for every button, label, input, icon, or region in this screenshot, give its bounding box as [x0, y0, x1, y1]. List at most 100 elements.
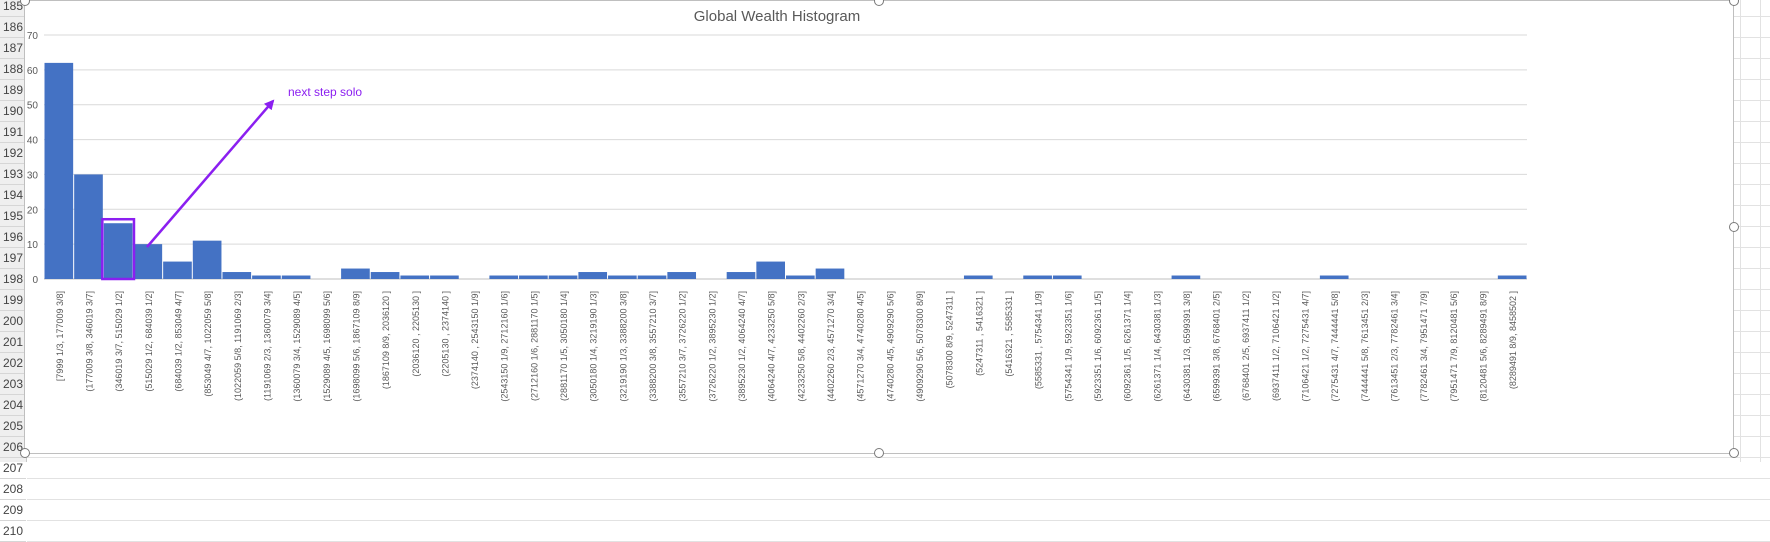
x-tick-label: (7106421 1/2, 7275431 4/7]: [1301, 291, 1311, 402]
annotation-text: next step solo: [288, 85, 362, 99]
row-number[interactable]: 209: [0, 500, 26, 521]
resize-handle-bottom-right[interactable]: [1729, 448, 1739, 458]
histogram-bar[interactable]: [163, 261, 192, 279]
x-tick-label: (7951471 7/9, 8120481 5/6]: [1449, 291, 1459, 402]
x-tick-label: (3557210 3/7, 3726220 1/2]: [678, 291, 688, 402]
x-tick-label: (4571270 3/4, 4740280 4/5]: [856, 291, 866, 402]
resize-handle-bottom-center[interactable]: [874, 448, 884, 458]
histogram-bar[interactable]: [667, 272, 697, 279]
row-number[interactable]: 191: [0, 122, 26, 143]
resize-handle-middle-right[interactable]: [1729, 222, 1739, 232]
row-number[interactable]: 203: [0, 374, 26, 395]
histogram-bar[interactable]: [637, 275, 667, 279]
histogram-bar[interactable]: [370, 272, 400, 279]
row-number[interactable]: 202: [0, 353, 26, 374]
row-number[interactable]: 189: [0, 80, 26, 101]
histogram-bar[interactable]: [1497, 275, 1527, 279]
x-tick-label: (8120481 5/6, 8289491 8/9]: [1479, 291, 1489, 402]
row-number[interactable]: 185: [0, 0, 26, 17]
y-tick-label: 50: [27, 101, 39, 112]
row-number[interactable]: 200: [0, 311, 26, 332]
x-tick-label: (2543150 1/9, 2712160 1/6]: [500, 291, 510, 402]
histogram-bar[interactable]: [400, 275, 430, 279]
row-number[interactable]: 204: [0, 395, 26, 416]
histogram-bar[interactable]: [963, 275, 993, 279]
histogram-bar[interactable]: [756, 261, 785, 279]
x-tick-label: (2712160 1/6, 2881170 1/5]: [529, 291, 539, 401]
sheet-row-line: [27, 499, 1770, 500]
row-number[interactable]: 206: [0, 437, 26, 458]
x-tick-label: (3388200 3/8, 3557210 3/7]: [648, 291, 658, 402]
histogram-bar[interactable]: [1319, 275, 1349, 279]
row-number[interactable]: 205: [0, 416, 26, 437]
histogram-bar[interactable]: [222, 272, 252, 279]
row-number[interactable]: 188: [0, 59, 26, 80]
resize-handle-top-center[interactable]: [874, 0, 884, 6]
y-tick-label: 20: [27, 205, 39, 216]
resize-handle-bottom-left[interactable]: [20, 448, 30, 458]
histogram-bar[interactable]: [608, 275, 637, 279]
row-number[interactable]: 196: [0, 227, 26, 248]
x-tick-label: (4064240 4/7, 4233250 5/8]: [767, 291, 777, 402]
histogram-bar[interactable]: [519, 275, 548, 279]
row-number[interactable]: 187: [0, 38, 26, 59]
x-tick-label: (684039 1/2, 853049 4/7]: [173, 291, 183, 392]
resize-handle-top-right[interactable]: [1729, 0, 1739, 6]
sheet-row-line: [27, 457, 1770, 458]
chart-area[interactable]: 0 10 20 30 40 50 60 70 [7999 1/3, 177009 3/8] (1…: [24, 0, 1734, 454]
histogram-bar[interactable]: [430, 275, 459, 279]
row-number[interactable]: 201: [0, 332, 26, 353]
x-tick-label: (1022059 5/8, 1191069 2/3]: [233, 291, 243, 401]
histogram-bar[interactable]: [74, 174, 103, 279]
row-number[interactable]: 190: [0, 101, 26, 122]
x-tick-label: (4233250 5/8, 4402260 2/3]: [796, 291, 806, 402]
x-tick-label: (1529089 4/5, 1698099 5/6]: [322, 291, 332, 402]
x-tick-label: (5247311 , 5416321 ]: [974, 291, 984, 376]
row-number[interactable]: 210: [0, 521, 26, 542]
histogram-bar[interactable]: [341, 268, 370, 279]
row-number[interactable]: 199: [0, 290, 26, 311]
x-tick-label: (2374140 , 2543150 1/9]: [470, 291, 480, 389]
histogram-bar[interactable]: [103, 223, 133, 279]
row-number[interactable]: 194: [0, 185, 26, 206]
x-tick-label: (1360079 3/4, 1529089 4/5]: [292, 291, 302, 402]
histogram-bar[interactable]: [548, 275, 578, 279]
row-number[interactable]: 208: [0, 479, 26, 500]
x-tick-label: (8289491 8/9, 8458502 ]: [1508, 291, 1518, 389]
histogram-bar[interactable]: [133, 244, 163, 279]
histogram-bar[interactable]: [489, 275, 519, 279]
histogram-bar[interactable]: [192, 240, 222, 279]
x-tick-label: (1698099 5/6, 1867109 8/9]: [351, 291, 361, 402]
x-tick-label: (515029 1/2, 684039 1/2]: [144, 291, 154, 392]
histogram-bar[interactable]: [252, 275, 281, 279]
histogram-bar[interactable]: [44, 62, 74, 280]
histogram-bar[interactable]: [726, 272, 756, 279]
row-number[interactable]: 207: [0, 458, 26, 479]
histogram-bar[interactable]: [1171, 275, 1201, 279]
histogram-bar[interactable]: [578, 272, 608, 279]
histogram-bar[interactable]: [1052, 275, 1082, 279]
chart-title: Global Wealth Histogram: [694, 8, 860, 25]
x-tick-label: (2036120 , 2205130 ]: [411, 291, 421, 377]
histogram-bar[interactable]: [1023, 275, 1052, 279]
x-tick-label: (2881170 1/5, 3050180 1/4]: [559, 291, 569, 401]
x-tick-label: (853049 4/7, 1022059 5/8]: [203, 291, 213, 397]
row-number[interactable]: 192: [0, 143, 26, 164]
histogram-bar[interactable]: [786, 275, 815, 279]
histogram-bar[interactable]: [281, 275, 311, 279]
row-number[interactable]: 197: [0, 248, 26, 269]
x-tick-label: (5416321 , 5585331 ]: [1004, 291, 1014, 377]
row-number[interactable]: 186: [0, 17, 26, 38]
sheet-column-line: [1760, 0, 1761, 462]
bars-group: [44, 62, 1527, 280]
resize-handle-top-left[interactable]: [20, 0, 30, 6]
y-gridlines: [44, 34, 1527, 280]
row-number[interactable]: 198: [0, 269, 26, 290]
row-number[interactable]: 193: [0, 164, 26, 185]
row-number[interactable]: 195: [0, 206, 26, 227]
x-tick-label: (1191069 2/3, 1360079 3/4]: [262, 291, 272, 401]
highlight-box: [101, 217, 136, 281]
y-tick-label: 30: [27, 170, 39, 181]
histogram-bar[interactable]: [815, 268, 845, 279]
x-tick-label: (6261371 1/4, 6430381 1/3]: [1152, 291, 1162, 402]
